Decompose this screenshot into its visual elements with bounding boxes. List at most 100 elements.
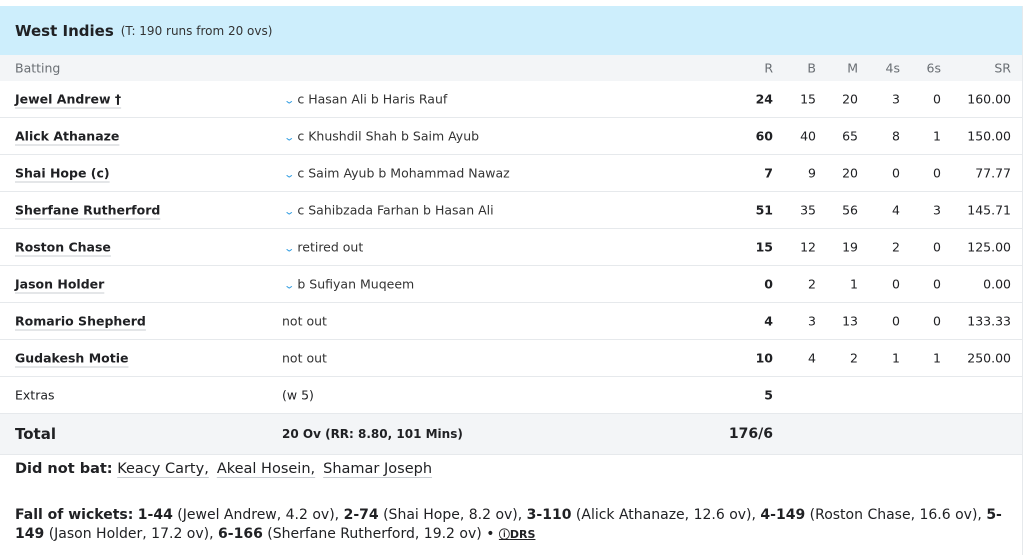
batter-row: Shai Hope (c) ⌄ c Saim Ayub b Mohammad Na… [0,155,1022,192]
batter-name-link[interactable]: Sherfane Rutherford [15,202,161,218]
fours: 1 [892,350,900,366]
dismissal-text: c Saim Ayub b Mohammad Nawaz [297,165,510,181]
sixes: 0 [933,165,941,181]
batter-row: Romario Shepherd not out 4 3 13 0 0 133.… [0,303,1022,340]
batter-name-link[interactable]: Alick Athanaze [15,128,120,144]
extras-value: 5 [764,387,773,403]
balls: 12 [800,239,816,255]
fow-label: Fall of wickets: [15,507,134,523]
extras-label: Extras [15,387,55,403]
separator: • [486,526,495,542]
col-6s: 6s [926,60,941,76]
drs-link[interactable]: ⓘDRS [499,528,536,541]
chevron-down-icon[interactable]: ⌄ [283,243,296,255]
fow-score: 4-149 [760,507,806,523]
col-sr: SR [994,60,1011,76]
strike-rate: 250.00 [967,350,1011,366]
balls: 40 [800,128,816,144]
dismissal[interactable]: ⌄ c Hasan Ali b Haris Rauf [283,91,448,107]
chevron-down-icon[interactable]: ⌄ [283,280,296,292]
batter-row: Jason Holder ⌄ b Sufiyan Muqeem 0 2 1 0 0… [0,266,1022,303]
batter-name-link[interactable]: Jason Holder [15,276,105,292]
strike-rate: 77.77 [975,165,1011,181]
dismissal[interactable]: ⌄ c Sahibzada Farhan b Hasan Ali [283,203,493,218]
runs: 7 [764,165,773,181]
balls: 9 [808,165,816,181]
drs-label: DRS [509,528,536,541]
strike-rate: 160.00 [967,91,1011,107]
batter-name-link[interactable]: Jewel Andrew † [15,91,122,107]
sixes: 0 [933,239,941,255]
col-batting: Batting [15,60,61,76]
batter-name-link[interactable]: Gudakesh Motie [15,350,129,366]
dismissal[interactable]: ⌄ c Saim Ayub b Mohammad Nawaz [283,165,510,181]
batter-row: Jewel Andrew † ⌄ c Hasan Ali b Haris Rauf… [0,81,1022,118]
scorecard: West Indies (T: 190 runs from 20 ovs) Ba… [0,6,1023,555]
strike-rate: 133.33 [967,313,1011,329]
dismissal-text: c Hasan Ali b Haris Rauf [297,91,448,107]
total-overs: 20 Ov (RR: 8.80, 101 Mins) [282,427,463,441]
dismissal-text: retired out [297,239,364,255]
batter-row: Sherfane Rutherford ⌄ c Sahibzada Farhan … [0,192,1022,229]
runs: 4 [764,313,773,329]
fow-score: 2-74 [343,507,379,523]
runs: 15 [755,239,773,255]
runs: 60 [755,128,773,144]
batter-name-link[interactable]: Roston Chase [15,239,111,255]
col-m: M [847,60,858,76]
dismissal-text: c Khushdil Shah b Saim Ayub [297,128,480,144]
fours: 8 [892,128,900,144]
dismissal[interactable]: ⌄ b Sufiyan Muqeem [283,277,414,292]
dismissal[interactable]: ⌄ c Khushdil Shah b Saim Ayub [283,128,480,144]
fow-detail: (Jason Holder, 17.2 ov), [48,526,214,542]
chevron-down-icon[interactable]: ⌄ [283,132,296,144]
fow-detail: (Sherfane Rutherford, 19.2 ov) [267,526,482,542]
balls: 3 [808,313,816,329]
minutes: 13 [842,313,858,329]
balls: 2 [808,276,816,292]
strike-rate: 0.00 [983,276,1011,292]
fow-score: 6-166 [218,526,263,542]
minutes: 20 [842,165,858,181]
chevron-down-icon[interactable]: ⌄ [283,95,296,107]
balls: 35 [800,202,816,218]
innings-header: West Indies (T: 190 runs from 20 ovs) [0,6,1022,55]
target-text: (T: 190 runs from 20 ovs) [120,23,273,38]
dnb-player-link[interactable]: Keacy Carty, [117,461,209,477]
dismissal-text: not out [282,313,327,329]
dismissal[interactable]: ⌄ retired out [283,239,364,255]
fow-score: 3-110 [526,507,572,523]
chevron-down-icon[interactable]: ⌄ [283,206,296,218]
balls: 15 [800,91,816,107]
fours: 4 [892,202,900,218]
col-b: B [807,60,816,76]
fow-detail: (Roston Chase, 16.6 ov), [809,507,982,523]
fow-detail: (Jewel Andrew, 4.2 ov), [177,507,340,523]
batter-name-link[interactable]: Romario Shepherd [15,313,146,329]
did-not-bat-label: Did not bat: [15,461,113,477]
extras-row: Extras (w 5) 5 [0,377,1022,414]
strike-rate: 150.00 [967,128,1011,144]
minutes: 2 [850,350,858,366]
batter-name-link[interactable]: Shai Hope (c) [15,165,110,181]
batter-row: Gudakesh Motie not out 10 4 2 1 1 250.00 [0,340,1022,377]
col-4s: 4s [885,60,900,76]
dnb-player-link[interactable]: Akeal Hosein, [216,461,316,477]
minutes: 56 [842,202,858,218]
sixes: 3 [933,202,941,218]
col-r: R [764,60,773,76]
extras-detail: (w 5) [282,387,314,403]
minutes: 19 [842,239,858,255]
dismissal-text: not out [282,350,327,366]
fall-of-wickets: Fall of wickets: 1-44 (Jewel Andrew, 4.2… [15,506,1020,544]
chevron-down-icon[interactable]: ⌄ [283,169,296,181]
minutes: 20 [842,91,858,107]
fours: 3 [892,91,900,107]
minutes: 65 [842,128,858,144]
dnb-player-link[interactable]: Shamar Joseph [323,461,433,477]
runs: 0 [764,276,773,292]
fow-score: 5-149 [15,507,1002,542]
batter-row: Alick Athanaze ⌄ c Khushdil Shah b Saim A… [0,118,1022,155]
did-not-bat: Did not bat: Keacy Carty, Akeal Hosein, Sh… [15,461,440,477]
info-icon: ⓘ [498,528,510,541]
